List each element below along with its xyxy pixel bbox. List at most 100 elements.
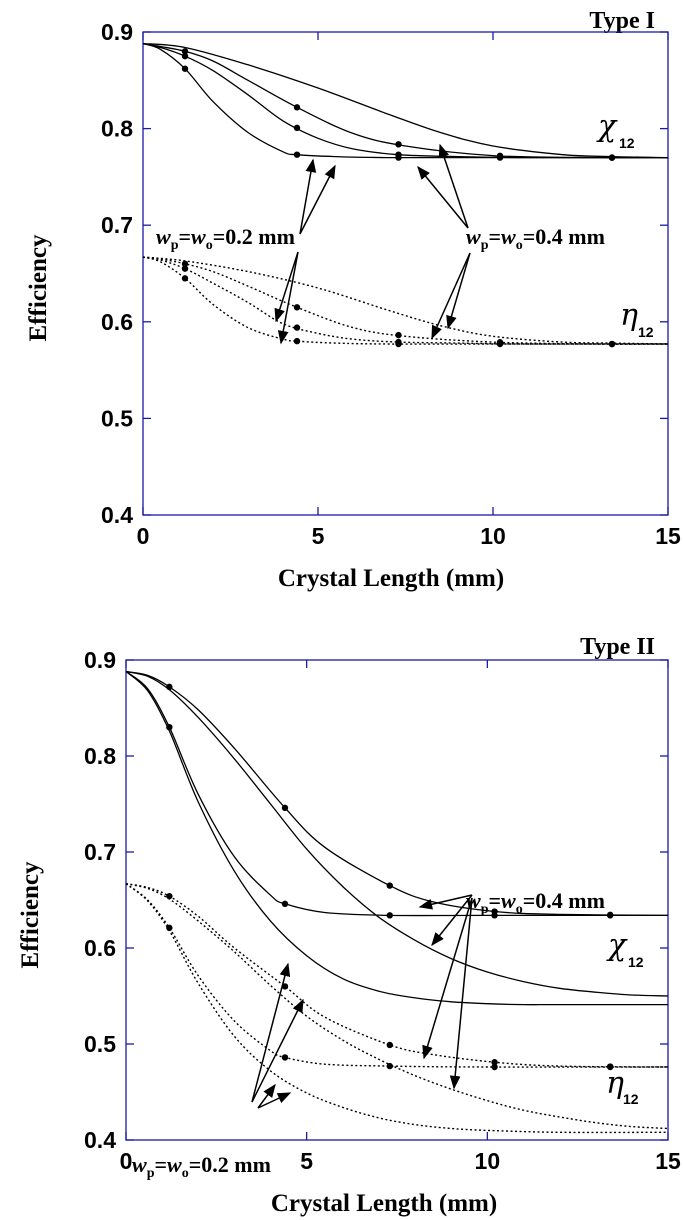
- arrow: [417, 165, 469, 229]
- arrow: [422, 897, 473, 1060]
- data-point-marker: [181, 265, 189, 272]
- data-point-marker: [386, 1041, 393, 1049]
- data-point-marker: [281, 1054, 289, 1061]
- series-layer: [142, 42, 669, 348]
- data-point-marker: [281, 804, 289, 812]
- chart-type-1: Type I 0 5 10 15 0.4 0.5 0.6 0.7 0.8 0.9 Crystal …: [25, 8, 681, 592]
- chi-symbol: χ: [606, 928, 628, 963]
- arrow: [431, 252, 471, 340]
- y-axis-label: Efficiency: [25, 234, 52, 341]
- data-point-marker: [293, 124, 301, 132]
- eta-subscript: 12: [623, 1091, 639, 1107]
- data-point-marker: [293, 337, 301, 345]
- y-tick-label: 0.7: [84, 839, 116, 865]
- annotation-arrows: [251, 894, 473, 1109]
- annotation-w-0-4mm: wp=wo=0.4 mm: [466, 888, 605, 917]
- data-point-marker: [281, 900, 289, 908]
- y-tick-label: 0.6: [101, 309, 133, 335]
- data-point-marker: [491, 1063, 498, 1071]
- arrow: [299, 158, 317, 235]
- y-tick-label: 0.8: [84, 743, 116, 769]
- plot-area: [142, 31, 669, 516]
- chart-type-2: Type II 0 5 10 15 0.4 0.5 0.6 0.7 0.8 0.9 Crystal…: [17, 634, 681, 1217]
- arrow: [257, 1092, 292, 1109]
- data-point-marker: [181, 65, 189, 72]
- data-point-marker: [293, 324, 301, 331]
- eta-12-label: η 12: [620, 298, 654, 340]
- data-point-marker: [166, 892, 173, 900]
- arrow: [418, 894, 473, 910]
- x-tick-label: 10: [475, 1148, 501, 1174]
- eta-subscript: 12: [638, 324, 654, 340]
- data-point-marker: [395, 331, 402, 339]
- tick-labels: 0 5 10 15 0.4 0.5 0.6 0.7 0.8 0.9: [101, 19, 681, 549]
- data-point-marker: [606, 912, 614, 919]
- chi-subscript: 12: [628, 954, 644, 970]
- eta-12-label: η 12: [606, 1066, 639, 1107]
- eta-12-curve: [125, 883, 669, 1130]
- plot-area: [125, 659, 669, 1141]
- x-tick-label: 15: [655, 1148, 681, 1174]
- chi-12-curve: [125, 670, 669, 917]
- data-point-marker: [293, 304, 301, 311]
- chi-12-curve: [142, 42, 669, 159]
- data-point-marker: [608, 340, 616, 348]
- eta-symbol: η: [606, 1066, 624, 1101]
- arrow: [251, 998, 304, 1103]
- y-tick-label: 0.7: [101, 212, 133, 238]
- x-tick-label: 10: [480, 523, 506, 549]
- eta-12-curve: [142, 256, 669, 345]
- annotation-w-0-2mm: wp=wo=0.2 mm: [156, 224, 295, 253]
- y-tick-label: 0.6: [84, 935, 116, 961]
- x-axis-label: Crystal Length (mm): [271, 1190, 497, 1217]
- chi-12-label: χ 12: [596, 109, 635, 151]
- arrow: [438, 143, 469, 229]
- chi-12-curve: [142, 42, 668, 159]
- data-point-marker: [181, 260, 189, 268]
- x-tick-label: 5: [300, 1148, 313, 1174]
- data-point-marker: [496, 340, 504, 348]
- eta-12-curve: [125, 883, 669, 1068]
- y-axis-label: Efficiency: [17, 861, 44, 968]
- x-tick-label: 15: [655, 523, 681, 549]
- x-tick-label: 0: [120, 1148, 133, 1174]
- y-tick-label: 0.9: [101, 19, 133, 45]
- chi-12-curve: [125, 670, 668, 917]
- x-tick-label: 5: [312, 523, 325, 549]
- data-point-marker: [395, 340, 402, 348]
- arrow: [274, 251, 299, 323]
- eta-12-curve: [142, 256, 668, 345]
- annotation-w-0-2mm: wp=wo=0.2 mm: [132, 1152, 271, 1181]
- annotation-arrows: [274, 143, 471, 345]
- arrow: [431, 894, 473, 947]
- data-point-marker: [395, 141, 402, 148]
- arrow: [446, 252, 471, 330]
- y-tick-label: 0.4: [101, 502, 133, 528]
- data-point-marker: [386, 912, 393, 919]
- data-point-marker: [491, 912, 498, 919]
- y-tick-label: 0.5: [101, 405, 133, 431]
- y-tick-label: 0.5: [84, 1031, 116, 1057]
- data-point-marker: [181, 275, 189, 282]
- y-tick-label: 0.8: [101, 116, 133, 142]
- series-layer: [125, 670, 669, 1134]
- data-point-marker: [386, 882, 393, 889]
- chi-12-label: χ 12: [606, 928, 644, 970]
- tick-labels: 0 5 10 15 0.4 0.5 0.6 0.7 0.8 0.9: [84, 647, 681, 1174]
- data-point-marker: [395, 154, 402, 161]
- data-point-marker: [281, 983, 289, 990]
- chi-12-curve: [125, 670, 669, 997]
- eta-12-curve: [142, 256, 669, 345]
- chi-12-curve: [142, 42, 669, 159]
- chi-subscript: 12: [619, 135, 635, 151]
- plot-frame: [125, 659, 669, 1141]
- chart-title: Type I: [589, 8, 655, 34]
- data-point-marker: [166, 924, 173, 932]
- chi-12-curve: [125, 671, 668, 1006]
- y-tick-label: 0.4: [84, 1127, 116, 1153]
- eta-12-curve: [125, 883, 669, 1134]
- chi-symbol: χ: [596, 109, 618, 144]
- arrow: [277, 251, 299, 345]
- annotation-w-0-4mm: wp=wo=0.4 mm: [466, 224, 605, 253]
